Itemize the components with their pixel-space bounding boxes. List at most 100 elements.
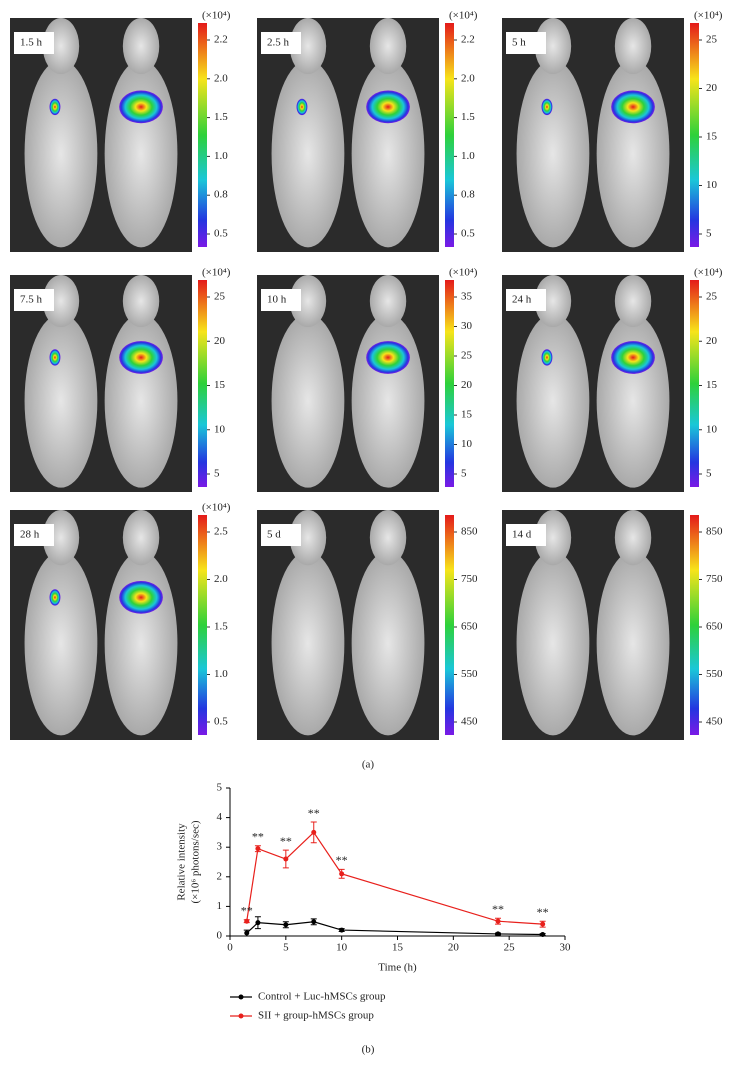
significance: ** bbox=[308, 806, 320, 820]
color-bar-tick-label: 5 bbox=[706, 228, 712, 240]
mouse-body bbox=[104, 551, 178, 736]
data-point bbox=[283, 856, 289, 862]
signal bbox=[119, 581, 163, 614]
time-box bbox=[14, 524, 54, 546]
mouse-head bbox=[369, 509, 407, 566]
color-bar-tick-label: 20 bbox=[214, 335, 226, 347]
color-bar-tick-label: 5 bbox=[706, 468, 712, 480]
color-bar-tick-label: 0.5 bbox=[461, 228, 475, 240]
color-bar-tick-label: 10 bbox=[706, 423, 718, 435]
time-label: 14 d bbox=[512, 529, 532, 541]
color-bar bbox=[690, 23, 699, 247]
color-bar-tick-label: 450 bbox=[461, 716, 478, 728]
mouse-head bbox=[289, 509, 327, 566]
time-box bbox=[261, 32, 301, 54]
x-tick-label: 10 bbox=[336, 942, 348, 954]
data-point bbox=[311, 829, 317, 835]
signal bbox=[49, 349, 61, 366]
signal bbox=[541, 349, 553, 366]
significance: ** bbox=[252, 829, 264, 843]
color-bar-tick-label: 0.5 bbox=[214, 716, 228, 728]
data-point bbox=[495, 931, 501, 937]
signal bbox=[49, 98, 61, 116]
y-tick-label: 0 bbox=[217, 930, 223, 942]
x-tick-label: 20 bbox=[448, 942, 460, 954]
color-bar-tick-label: 20 bbox=[706, 82, 718, 94]
mouse-body bbox=[271, 314, 345, 488]
color-bar-tick-label: 1.0 bbox=[214, 150, 228, 162]
time-box bbox=[261, 289, 301, 311]
time-label: 28 h bbox=[20, 529, 40, 541]
time-box bbox=[14, 289, 54, 311]
mouse-body bbox=[516, 551, 590, 736]
color-bar-tick-label: 0.5 bbox=[214, 228, 228, 240]
color-bar-tick-label: 10 bbox=[706, 179, 718, 191]
time-label: 7.5 h bbox=[20, 294, 43, 306]
color-bar-tick-label: 15 bbox=[461, 409, 473, 421]
mouse-head bbox=[534, 275, 572, 328]
mouse-head bbox=[42, 275, 80, 328]
time-box bbox=[506, 524, 546, 546]
time-label: 5 h bbox=[512, 37, 526, 49]
data-point bbox=[255, 920, 261, 926]
time-label: 24 h bbox=[512, 294, 532, 306]
mouse-head bbox=[614, 275, 652, 328]
significance: ** bbox=[280, 834, 292, 848]
color-bar-tick-label: 850 bbox=[461, 526, 478, 538]
y-tick-label: 5 bbox=[217, 782, 223, 794]
color-bar-tick-label: 25 bbox=[214, 291, 226, 303]
color-bar-tick-label: 2.5 bbox=[214, 526, 228, 538]
time-box bbox=[506, 289, 546, 311]
data-point bbox=[283, 922, 289, 928]
legend-marker bbox=[238, 1013, 244, 1019]
mouse-head bbox=[369, 18, 407, 75]
mouse-body bbox=[271, 551, 345, 736]
mouse-body bbox=[596, 60, 670, 248]
mouse-body bbox=[351, 551, 425, 736]
mouse-body bbox=[351, 60, 425, 248]
mouse-body bbox=[104, 60, 178, 248]
data-point bbox=[244, 930, 250, 936]
legend-label: Control + Luc-hMSCs group bbox=[258, 991, 386, 1003]
mouse-head bbox=[122, 18, 160, 75]
legend-label: SII + group-hMSCs group bbox=[258, 1010, 374, 1022]
color-bar-tick-label: 10 bbox=[461, 438, 473, 450]
significance: ** bbox=[336, 853, 348, 867]
data-point bbox=[244, 918, 250, 924]
y-tick-label: 4 bbox=[217, 811, 223, 823]
y-tick-label: 2 bbox=[217, 870, 223, 882]
color-bar bbox=[445, 23, 454, 247]
time-label: 1.5 h bbox=[20, 37, 43, 49]
color-bar-tick-label: 550 bbox=[706, 668, 723, 680]
color-bar-tick-label: 25 bbox=[461, 350, 473, 362]
color-bar bbox=[198, 280, 207, 487]
color-bar-unit: (×10⁴) bbox=[449, 267, 478, 279]
mouse-body bbox=[271, 60, 345, 248]
signal bbox=[49, 589, 61, 606]
color-bar bbox=[690, 280, 699, 487]
x-tick-label: 15 bbox=[392, 942, 404, 954]
color-bar bbox=[690, 515, 699, 735]
color-bar bbox=[198, 23, 207, 247]
mouse-body bbox=[516, 314, 590, 488]
signal bbox=[541, 98, 553, 116]
significance: ** bbox=[537, 905, 549, 919]
color-bar-tick-label: 1.5 bbox=[214, 111, 228, 123]
x-axis-label: Time (h) bbox=[378, 962, 417, 974]
time-box bbox=[14, 32, 54, 54]
mouse-head bbox=[42, 509, 80, 566]
y-tick-label: 3 bbox=[217, 841, 223, 853]
color-bar-tick-label: 25 bbox=[706, 34, 718, 46]
color-bar-unit: (×10⁴) bbox=[202, 502, 231, 514]
mouse-body bbox=[596, 551, 670, 736]
color-bar-tick-label: 10 bbox=[214, 423, 226, 435]
color-bar-tick-label: 25 bbox=[706, 291, 718, 303]
x-tick-label: 0 bbox=[227, 942, 233, 954]
time-box bbox=[506, 32, 546, 54]
x-tick-label: 5 bbox=[283, 942, 289, 954]
color-bar-unit: (×10⁴) bbox=[202, 10, 231, 22]
color-bar-tick-label: 20 bbox=[706, 335, 718, 347]
mouse-head bbox=[289, 275, 327, 328]
color-bar-tick-label: 750 bbox=[461, 573, 478, 585]
time-label: 10 h bbox=[267, 294, 287, 306]
